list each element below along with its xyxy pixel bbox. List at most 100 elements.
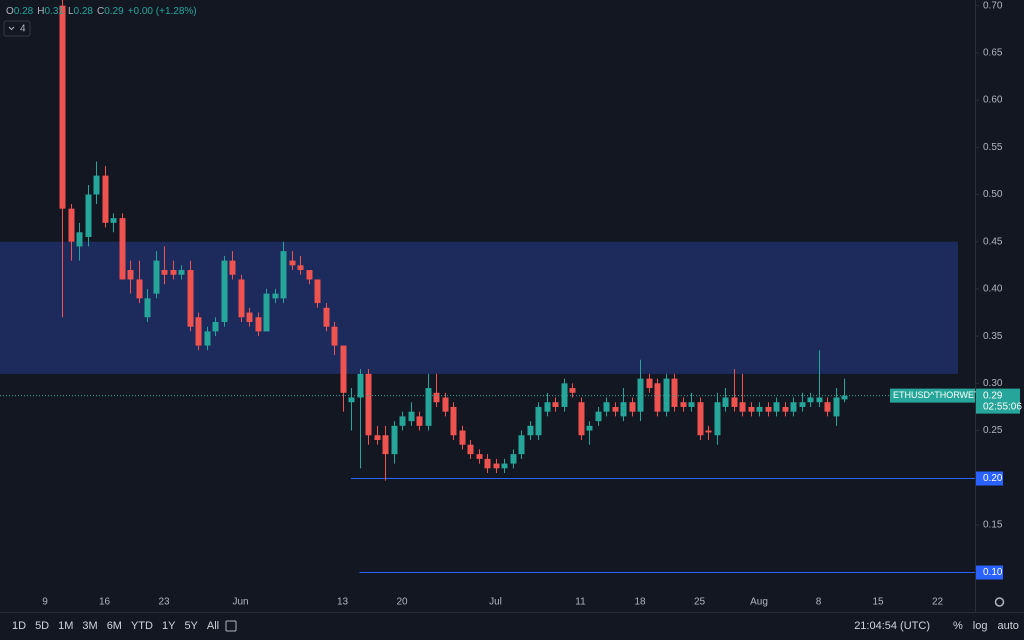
candle-body [314,279,321,304]
candle-body [731,397,738,407]
y-tick-label: 0.35 [983,331,1003,342]
x-tick-label: 23 [158,597,170,608]
x-tick-label: 8 [816,597,822,608]
clock: 21:04:54 (UTC) [854,620,930,632]
candle-body [263,293,270,332]
candle-body [280,251,287,299]
candle-body [688,402,695,407]
candle-body [612,406,619,412]
x-tick-label: Aug [750,597,768,608]
candle-body [722,397,729,407]
y-tick-label: 0.15 [983,520,1003,531]
candle-body [289,260,296,266]
candle-body [357,373,364,398]
settings-icon[interactable] [994,597,1005,607]
candle-body [578,402,585,436]
candle-body [153,260,160,294]
indicator-toggle[interactable]: 4 [3,20,31,37]
countdown: 02:55:06 [983,401,1022,412]
range-button[interactable]: All [207,620,219,632]
header-key: C [97,6,104,17]
candle-body [518,435,525,455]
symbol-label: ETHUSD^THORWETH [893,390,986,400]
scale-option[interactable]: auto [997,620,1018,632]
indicator-box[interactable] [3,20,31,37]
ohlc-header: O0.28 H0.31 L0.28 C0.29 +0.00 (+1.28%) [6,6,197,17]
candle-body [374,435,381,440]
candle-body [637,378,644,412]
candle-body [246,312,253,322]
icon [994,597,1005,607]
range-button[interactable]: 5Y [184,620,198,632]
candle-body [535,406,542,436]
candle-body [748,406,755,412]
x-tick-label: 20 [396,597,408,608]
chevron-icon [8,26,15,31]
x-tick-label: Jun [232,597,248,608]
candle-body [255,317,262,332]
header-value: 0.31 [44,6,64,17]
candle-body [127,270,134,280]
y-tick-label: 0.70 [983,0,1003,11]
range-button[interactable]: YTD [131,620,153,632]
candle-body [527,425,534,436]
y-tick-label: 0.60 [983,95,1003,106]
candle-body [493,463,500,469]
candle-body [484,458,491,469]
level-label: 0.10 [983,567,1003,578]
last-price-label: 0.29 [983,390,1003,401]
candle-body [178,270,185,275]
x-tick-label: 16 [99,597,111,608]
range-button[interactable]: 3M [82,620,97,632]
scale-option[interactable]: % [953,620,963,632]
candle-body [807,397,814,403]
header-key: O [6,6,14,17]
candle-body [765,406,772,412]
candle-body [399,416,406,426]
symbol-label-bg [890,388,975,403]
header-value: 0.28 [14,6,34,17]
header-value: 0.29 [104,6,124,17]
x-tick-label: 22 [932,597,944,608]
candle-body [671,378,678,407]
candle-body [187,270,194,327]
candle-body [476,454,483,459]
range-button[interactable]: 1D [12,620,26,632]
candle-body [85,194,92,237]
candle-body [739,402,746,412]
candle-body [170,270,177,275]
y-tick-label: 0.50 [983,189,1003,200]
date-range-icon[interactable] [225,620,237,632]
candle-body [816,397,823,403]
header-key: H [37,6,44,17]
candle-body [238,279,245,318]
y-tick-label: 0.45 [983,236,1003,247]
candle-body [552,402,559,407]
x-tick-label: 18 [634,597,646,608]
range-button[interactable]: 5D [35,620,49,632]
scale-option[interactable]: log [973,620,988,632]
candle-body [544,402,551,412]
candle-body [102,175,109,223]
candle-body [841,395,848,400]
indicator-count: 4 [20,24,26,35]
candle-body [416,416,423,426]
candle-body [603,402,610,412]
candle-body [59,5,66,209]
header-key: L [68,6,74,17]
range-button[interactable]: 6M [107,620,122,632]
support-zone [0,241,958,374]
x-tick-label: 25 [694,597,706,608]
range-button[interactable]: 1M [58,620,73,632]
candle-body [467,444,474,455]
candle-body [442,397,449,412]
candle-body [272,293,279,299]
candle-body [433,392,440,403]
candle-body [501,463,508,469]
candle-body [450,406,457,436]
range-button[interactable]: 1Y [162,620,176,632]
y-tick-label: 0.30 [983,378,1003,389]
candle-body [212,321,219,332]
candle-body [799,402,806,407]
